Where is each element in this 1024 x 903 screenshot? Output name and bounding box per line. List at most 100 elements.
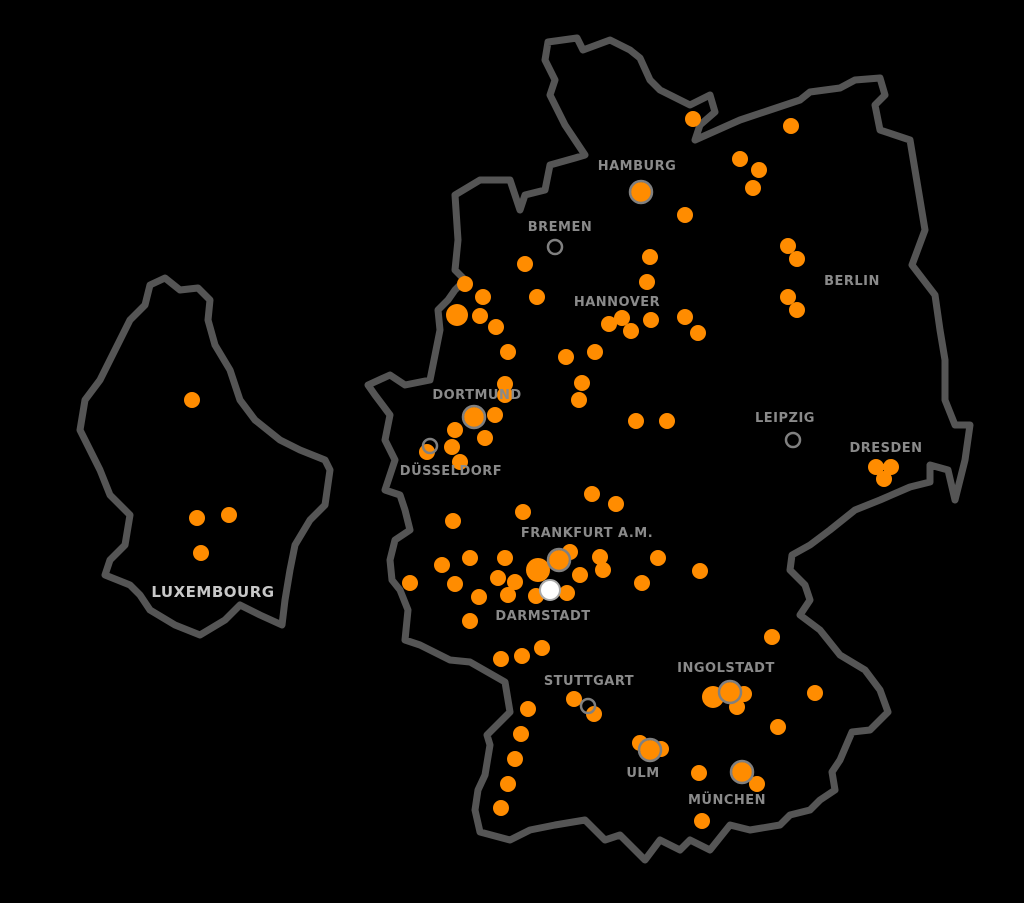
data-point[interactable]: [643, 312, 659, 328]
data-point[interactable]: [789, 302, 805, 318]
city-marker-dortmund[interactable]: [461, 404, 487, 430]
data-point[interactable]: [447, 576, 463, 592]
city-marker-ingolstadt[interactable]: [717, 679, 743, 705]
city-marker-hamburg[interactable]: [628, 179, 654, 205]
data-point[interactable]: [745, 180, 761, 196]
data-point[interactable]: [566, 691, 582, 707]
data-point[interactable]: [586, 706, 602, 722]
data-point[interactable]: [434, 557, 450, 573]
data-point[interactable]: [614, 310, 630, 326]
city-marker-frankfurt[interactable]: [546, 547, 572, 573]
data-point[interactable]: [764, 629, 780, 645]
city-marker-ulm[interactable]: [637, 737, 663, 763]
data-point[interactable]: [876, 471, 892, 487]
data-point[interactable]: [500, 344, 516, 360]
data-point[interactable]: [447, 422, 463, 438]
data-point[interactable]: [487, 407, 503, 423]
city-point[interactable]: [720, 682, 740, 702]
data-point[interactable]: [650, 550, 666, 566]
data-point[interactable]: [608, 496, 624, 512]
data-point[interactable]: [507, 574, 523, 590]
data-point[interactable]: [694, 813, 710, 829]
data-point[interactable]: [692, 563, 708, 579]
data-point[interactable]: [457, 276, 473, 292]
data-point[interactable]: [685, 111, 701, 127]
data-point[interactable]: [634, 575, 650, 591]
data-point[interactable]: [497, 376, 513, 392]
data-point[interactable]: [780, 238, 796, 254]
city-point[interactable]: [640, 740, 660, 760]
data-point[interactable]: [462, 613, 478, 629]
data-point[interactable]: [623, 323, 639, 339]
city-marker-leipzig[interactable]: [784, 431, 802, 449]
city-marker-stuttgart[interactable]: [579, 697, 597, 715]
data-point[interactable]: [500, 587, 516, 603]
data-point[interactable]: [751, 162, 767, 178]
data-point[interactable]: [595, 562, 611, 578]
data-point[interactable]: [807, 685, 823, 701]
data-point[interactable]: [446, 304, 468, 326]
data-point[interactable]: [587, 344, 603, 360]
data-point[interactable]: [749, 776, 765, 792]
data-point[interactable]: [475, 289, 491, 305]
data-point[interactable]: [493, 800, 509, 816]
city-marker-muenchen[interactable]: [729, 759, 755, 785]
data-point[interactable]: [601, 316, 617, 332]
data-point[interactable]: [493, 651, 509, 667]
city-point[interactable]: [732, 762, 752, 782]
data-point[interactable]: [789, 251, 805, 267]
data-point[interactable]: [402, 575, 418, 591]
data-point[interactable]: [883, 459, 899, 475]
data-point[interactable]: [642, 249, 658, 265]
data-point[interactable]: [507, 751, 523, 767]
data-point[interactable]: [770, 719, 786, 735]
data-point[interactable]: [783, 118, 799, 134]
data-point[interactable]: [193, 545, 209, 561]
data-point[interactable]: [691, 765, 707, 781]
data-point[interactable]: [868, 459, 884, 475]
data-point[interactable]: [677, 207, 693, 223]
data-point[interactable]: [517, 256, 533, 272]
data-point[interactable]: [574, 375, 590, 391]
city-marker-duesseldorf[interactable]: [421, 437, 439, 455]
data-point[interactable]: [462, 550, 478, 566]
data-point[interactable]: [659, 413, 675, 429]
data-point[interactable]: [529, 289, 545, 305]
city-point[interactable]: [631, 182, 651, 202]
data-point[interactable]: [488, 319, 504, 335]
data-point[interactable]: [452, 454, 468, 470]
data-point[interactable]: [677, 309, 693, 325]
data-point[interactable]: [780, 289, 796, 305]
selected-city-marker-darmstadt[interactable]: [539, 579, 561, 601]
data-point[interactable]: [184, 392, 200, 408]
data-point[interactable]: [444, 439, 460, 455]
city-point[interactable]: [464, 407, 484, 427]
data-point[interactable]: [520, 701, 536, 717]
data-point[interactable]: [534, 640, 550, 656]
data-point[interactable]: [513, 726, 529, 742]
data-point[interactable]: [572, 567, 588, 583]
data-point[interactable]: [559, 585, 575, 601]
data-point[interactable]: [558, 349, 574, 365]
city-point[interactable]: [549, 550, 569, 570]
data-point[interactable]: [690, 325, 706, 341]
data-point[interactable]: [732, 151, 748, 167]
data-point[interactable]: [639, 274, 655, 290]
data-point[interactable]: [497, 387, 513, 403]
data-point[interactable]: [221, 507, 237, 523]
data-point[interactable]: [515, 504, 531, 520]
data-point[interactable]: [472, 308, 488, 324]
data-point[interactable]: [584, 486, 600, 502]
data-point[interactable]: [471, 589, 487, 605]
data-point[interactable]: [497, 550, 513, 566]
data-point[interactable]: [500, 776, 516, 792]
city-marker-bremen[interactable]: [546, 238, 564, 256]
data-point[interactable]: [628, 413, 644, 429]
data-point[interactable]: [571, 392, 587, 408]
data-point[interactable]: [514, 648, 530, 664]
data-point[interactable]: [490, 570, 506, 586]
data-point[interactable]: [189, 510, 205, 526]
data-point[interactable]: [477, 430, 493, 446]
data-point[interactable]: [526, 558, 550, 582]
